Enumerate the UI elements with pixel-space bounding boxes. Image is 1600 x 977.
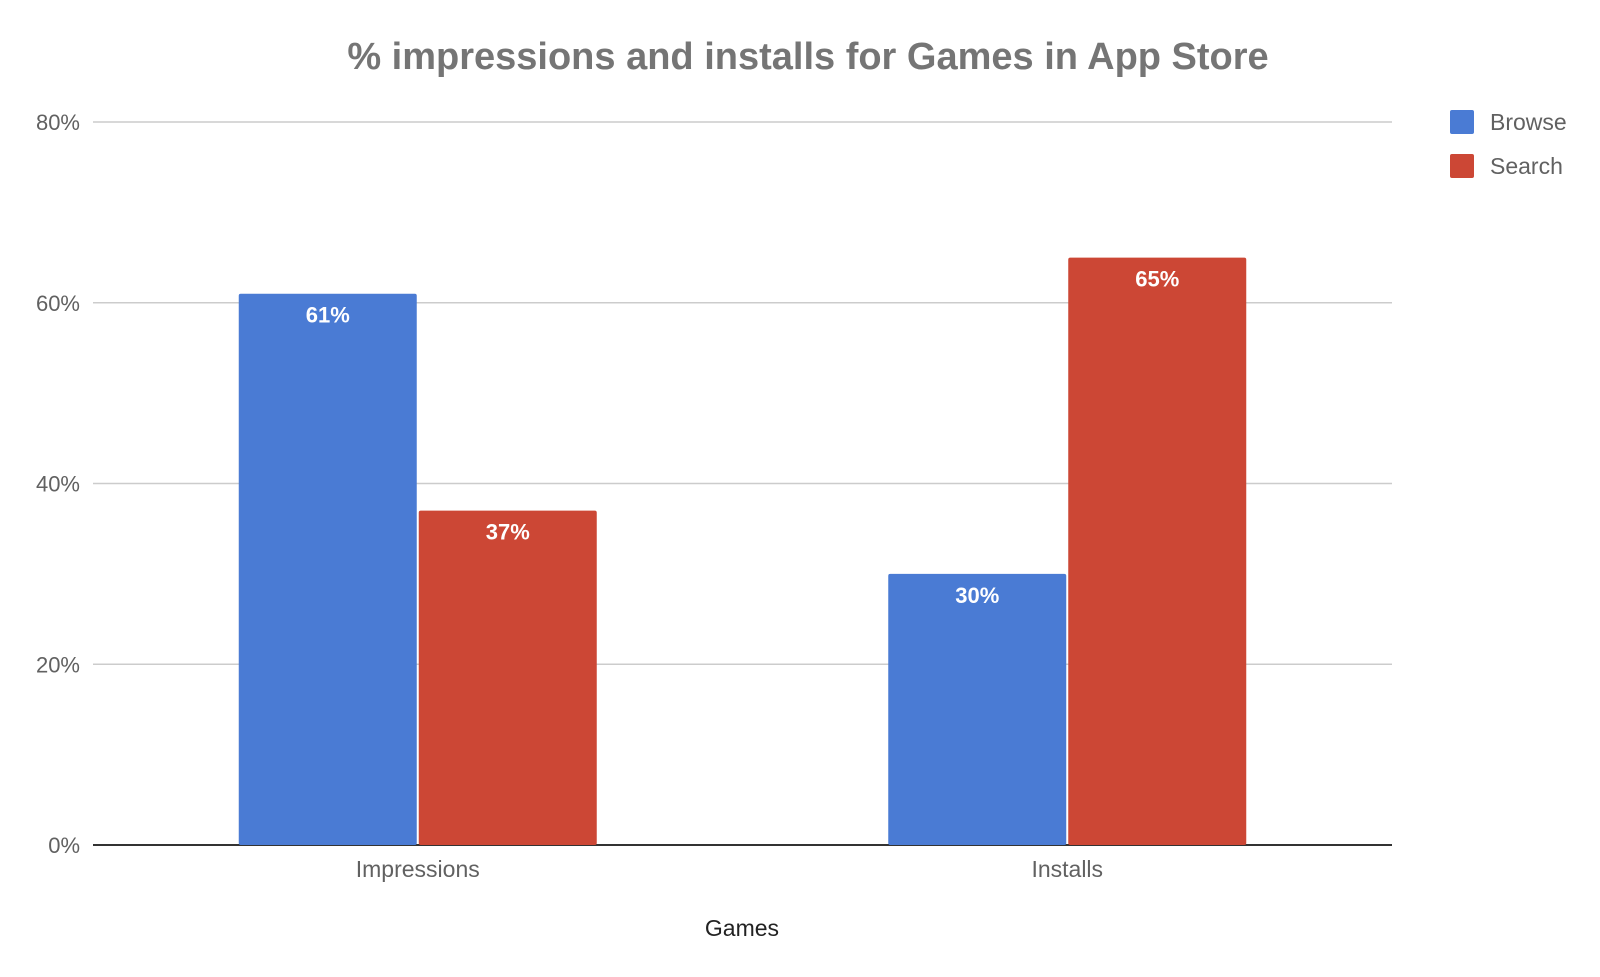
- legend-label-browse: Browse: [1490, 109, 1567, 135]
- x-category-installs: Installs: [1031, 856, 1103, 882]
- data-label-search-installs: 65%: [1135, 267, 1179, 292]
- y-tick-label: 60%: [36, 291, 80, 316]
- y-axis-ticks: 0% 20% 40% 60% 80%: [36, 110, 80, 858]
- data-label-search-impressions: 37%: [486, 520, 530, 545]
- y-tick-label: 20%: [36, 652, 80, 677]
- legend-swatch-search: [1450, 154, 1474, 178]
- legend-swatch-browse: [1450, 110, 1474, 134]
- bar-search-impressions: [418, 510, 597, 845]
- legend: Browse Search: [1450, 109, 1567, 179]
- x-category-impressions: Impressions: [356, 856, 480, 882]
- legend-label-search: Search: [1490, 153, 1563, 179]
- data-label-browse-installs: 30%: [955, 583, 999, 608]
- y-tick-label: 0%: [48, 833, 80, 858]
- data-labels: 61% 37% 30% 65%: [306, 267, 1180, 608]
- x-axis-label: Games: [705, 915, 779, 941]
- y-tick-label: 40%: [36, 472, 80, 497]
- data-label-browse-impressions: 61%: [306, 303, 350, 328]
- x-axis-categories: Impressions Installs: [356, 856, 1103, 882]
- bar-search-installs: [1068, 257, 1247, 845]
- bar-browse-impressions: [238, 293, 417, 845]
- bars: [238, 257, 1247, 845]
- bar-browse-installs: [888, 573, 1067, 845]
- chart-title: % impressions and installs for Games in …: [347, 36, 1268, 78]
- y-tick-label: 80%: [36, 110, 80, 135]
